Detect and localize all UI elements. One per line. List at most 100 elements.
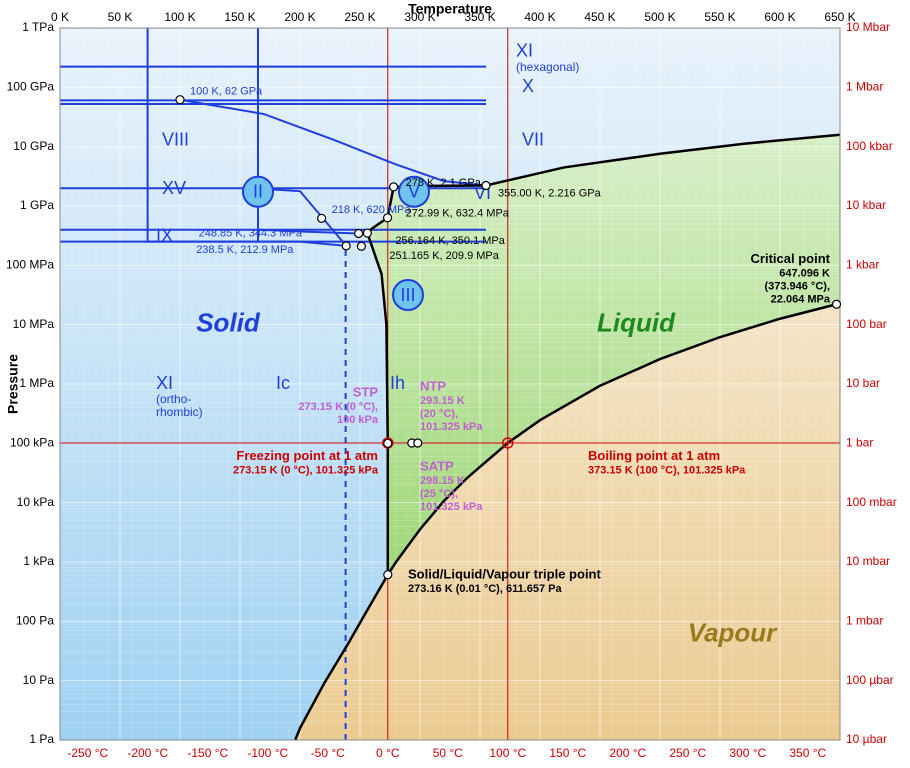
pt-256-350	[363, 229, 371, 237]
ice-label: Ih	[390, 373, 405, 393]
pt-273-632-label: 272.99 K, 632.4 MPa	[406, 208, 510, 220]
ice-label: IX	[156, 226, 173, 246]
ice-label: XI	[156, 373, 173, 393]
stp-title: STP	[353, 384, 379, 399]
pt-238-213	[342, 242, 350, 250]
critical-point-title: Critical point	[751, 251, 831, 266]
critical-point-line: 22.064 MPa	[771, 293, 831, 305]
xtick-c: 50 °C	[433, 746, 463, 760]
pt-355-22-label: 355.00 K, 2.216 GPa	[498, 187, 602, 199]
pt-273-632	[384, 214, 392, 222]
xtick-k: 600 K	[764, 10, 795, 24]
ytick-bar: 10 kbar	[846, 198, 886, 212]
xtick-k: 50 K	[108, 10, 133, 24]
ice-label: Ic	[276, 373, 290, 393]
ytick-pa: 1 kPa	[23, 554, 54, 568]
ytick-bar: 100 kbar	[846, 139, 893, 153]
ytick-pa: 1 Pa	[29, 732, 54, 746]
ice-label: X	[522, 76, 534, 96]
xtick-c: 350 °C	[789, 746, 826, 760]
pt-218-620	[318, 214, 326, 222]
critical-point-line: (373.946 °C),	[764, 280, 830, 292]
xtick-c: 100 °C	[489, 746, 526, 760]
pt-248-344-label: 248.85 K, 344.3 MPa	[199, 227, 303, 239]
ytick-bar: 10 bar	[846, 376, 880, 390]
ntp-line: (20 °C),	[420, 408, 458, 420]
stp-marker	[384, 439, 392, 447]
ntp-title: NTP	[420, 378, 446, 393]
ntp-line: 101.325 kPa	[420, 421, 483, 433]
freezing-1atm-line: 273.15 K (0 °C), 101.325 kPa	[233, 464, 379, 476]
triple-point-title: Solid/Liquid/Vapour triple point	[408, 566, 601, 581]
ice-sublabel: rhombic)	[156, 405, 203, 419]
critical-point-line: 647.096 K	[779, 267, 830, 279]
satp-marker	[414, 439, 422, 447]
ice-label: VII	[522, 129, 544, 149]
ytick-bar: 100 mbar	[846, 495, 897, 509]
xtick-c: -100 °C	[247, 746, 288, 760]
pt-251-210	[357, 242, 365, 250]
pt-278-21	[390, 183, 398, 191]
ytick-pa: 100 GPa	[7, 80, 55, 94]
ytick-bar: 1 mbar	[846, 614, 883, 628]
pt-355-22	[482, 181, 490, 189]
ice-sublabel: (hexagonal)	[516, 60, 579, 74]
region-label-solid: Solid	[196, 308, 261, 338]
xtick-c: 250 °C	[669, 746, 706, 760]
pt-100-62	[176, 96, 184, 104]
satp-line: (25 °C),	[420, 488, 458, 500]
ytick-pa: 10 GPa	[13, 139, 54, 153]
xtick-c: -200 °C	[127, 746, 168, 760]
boiling-1atm-marker-dot	[506, 441, 510, 445]
xtick-c: -50 °C	[311, 746, 345, 760]
pt-248-344	[355, 229, 363, 237]
pt-278-21-label: 278 K, 2.1 GPa	[406, 177, 482, 189]
xtick-c: 0 °C	[376, 746, 400, 760]
xtick-k: 100 K	[164, 10, 195, 24]
pt-238-213-label: 238.5 K, 212.9 MPa	[196, 244, 294, 256]
xtick-k: 250 K	[344, 10, 375, 24]
xtick-c: 300 °C	[729, 746, 766, 760]
ytick-bar: 10 Mbar	[846, 20, 890, 34]
xtick-k: 200 K	[284, 10, 315, 24]
ytick-pa: 1 GPa	[20, 198, 54, 212]
xtick-k: 150 K	[224, 10, 255, 24]
ice-circled-label: III	[400, 285, 415, 305]
satp-title: SATP	[420, 459, 454, 474]
freezing-1atm-title: Freezing point at 1 atm	[236, 448, 378, 463]
xtick-c: 200 °C	[609, 746, 646, 760]
region-label-vapour: Vapour	[688, 617, 778, 647]
xtick-c: -150 °C	[187, 746, 228, 760]
ytick-pa: 10 MPa	[13, 317, 55, 331]
ytick-pa: 100 Pa	[16, 614, 54, 628]
xtick-c: 150 °C	[549, 746, 586, 760]
xtick-k: 500 K	[644, 10, 675, 24]
phase-diagram: SolidLiquidVapourXI(hexagonal)XVIIIVIIXV…	[0, 0, 910, 768]
critical-point-marker	[833, 300, 841, 308]
ytick-pa: 10 kPa	[17, 495, 55, 509]
boiling-1atm-line: 373.15 K (100 °C), 101.325 kPa	[588, 464, 746, 476]
xtick-c: -250 °C	[67, 746, 108, 760]
pt-218-620-label: 218 K, 620 MPa	[332, 204, 412, 216]
ytick-pa: 100 MPa	[6, 258, 54, 272]
y-axis-title: Pressure	[5, 354, 21, 414]
pt-256-350-label: 256.164 K, 350.1 MPa	[395, 235, 505, 247]
ice-label: XV	[162, 178, 186, 198]
ice-sublabel: (ortho-	[156, 392, 191, 406]
ytick-bar: 1 Mbar	[846, 80, 883, 94]
ytick-pa: 1 TPa	[22, 20, 54, 34]
xtick-k: 550 K	[704, 10, 735, 24]
xtick-k: 450 K	[584, 10, 615, 24]
ytick-bar: 100 bar	[846, 317, 887, 331]
ytick-bar: 100 µbar	[846, 673, 894, 687]
triple-point-line: 273.16 K (0.01 °C), 611.657 Pa	[408, 583, 562, 595]
ntp-line: 293.15 K	[420, 395, 465, 407]
x-axis-title: Temperature	[408, 1, 492, 17]
ytick-bar: 10 mbar	[846, 554, 890, 568]
ytick-pa: 10 Pa	[23, 673, 55, 687]
pt-100-62-label: 100 K, 62 GPa	[190, 86, 263, 98]
xtick-k: 400 K	[524, 10, 555, 24]
satp-line: 298.15 K	[420, 475, 465, 487]
ice-label: VIII	[162, 129, 189, 149]
ytick-bar: 1 kbar	[846, 258, 879, 272]
